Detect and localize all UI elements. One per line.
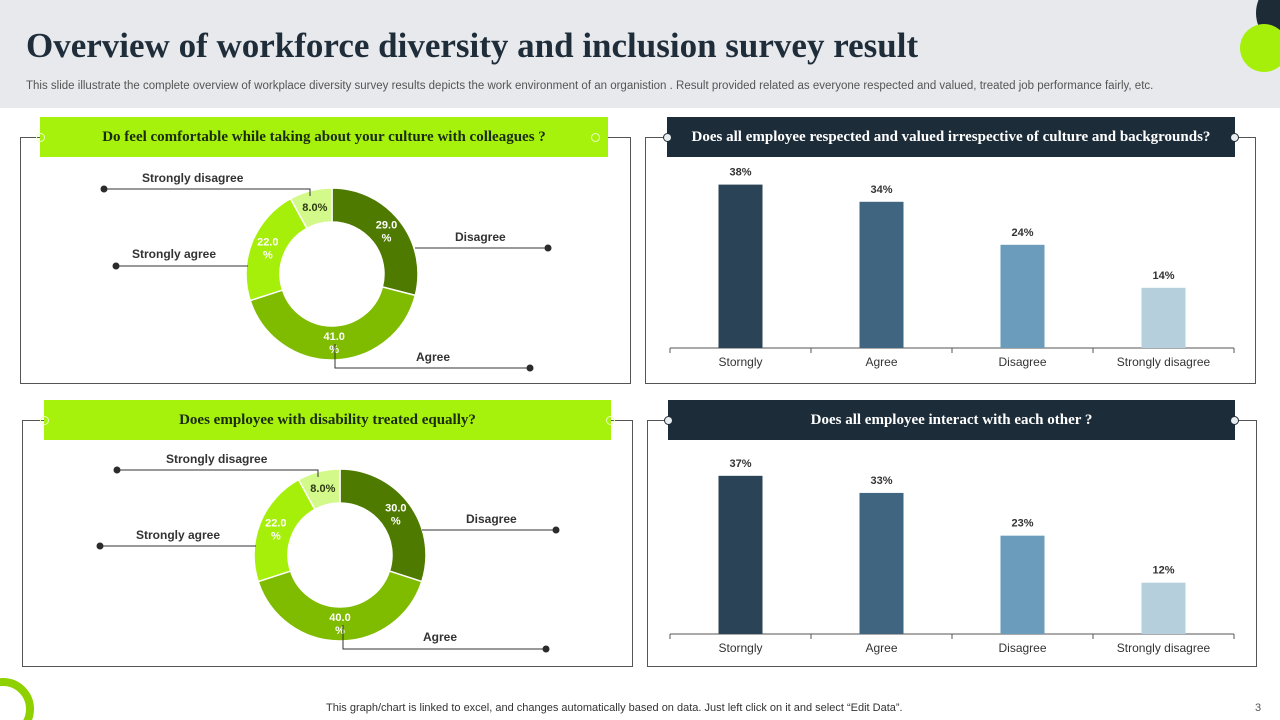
banner-dot-icon (1230, 415, 1239, 425)
leader-dot-icon (96, 542, 104, 550)
bar-data-label: 24% (1011, 227, 1033, 239)
donut-value-label: 41.0 (323, 331, 344, 343)
donut-slice-disagree[interactable] (331, 187, 419, 297)
donut-value-label: 40.0 (329, 612, 350, 624)
donut-value-label: 22.0 (265, 518, 286, 530)
leader-dot-icon (542, 645, 550, 653)
banner-dot-icon (1230, 132, 1239, 142)
donut-value-label: % (329, 344, 339, 356)
bar-data-label: 12% (1152, 565, 1174, 577)
bar-storngly[interactable] (718, 475, 763, 634)
chart-4-banner: Does all employee interact with each oth… (664, 400, 1239, 440)
bar-data-label: 37% (729, 458, 751, 470)
leader-dot-icon (544, 244, 552, 252)
bar-agree[interactable] (859, 492, 904, 634)
donut-category-label: Disagree (455, 230, 506, 244)
leader-line (104, 188, 311, 196)
bar-data-label: 14% (1152, 270, 1174, 282)
donut-category-label: Agree (423, 630, 457, 644)
banner-dot-icon (663, 132, 672, 142)
chart-2-title: Does all employee respected and valued i… (691, 128, 1211, 145)
leader-line (334, 344, 530, 369)
donut-value-label: 22.0 (257, 237, 278, 249)
donut-chart-2[interactable]: 30.0%40.0%22.0%8.0%DisagreeAgreeStrongly… (0, 0, 640, 700)
page-title: Overview of workforce diversity and incl… (26, 26, 919, 65)
chart-3-title: Does employee with disability treated eq… (179, 411, 476, 428)
banner-dot-icon (664, 415, 673, 425)
chart-2-banner: Does all employee respected and valued i… (663, 117, 1239, 157)
donut-value-label: % (391, 515, 401, 527)
banner-dot-icon (40, 415, 49, 425)
donut-slice-agree[interactable] (257, 570, 423, 642)
bar-storngly[interactable] (718, 184, 763, 348)
bar-chart-2[interactable]: 37% Storngly 33% Agree 23% Disagree 12% Strongl… (0, 0, 1280, 700)
x-tick-label: Storngly (718, 355, 762, 369)
bar-data-label: 38% (729, 167, 751, 179)
bar-data-label: 33% (870, 475, 892, 487)
x-tick-label: Storngly (718, 641, 762, 655)
chart-1-title: Do feel comfortable while taking about y… (102, 128, 546, 145)
chart-3-banner: Does employee with disability treated eq… (40, 400, 615, 440)
donut-value-label: 8.0% (310, 483, 335, 495)
decorative-circle-green (1240, 24, 1280, 72)
donut-value-label: 29.0 (376, 220, 397, 232)
leader-dot-icon (113, 466, 121, 474)
donut-value-label: 8.0% (302, 202, 327, 214)
bar-disagree[interactable] (1000, 535, 1045, 634)
banner-dot-icon (36, 132, 45, 142)
leader-dot-icon (100, 185, 108, 193)
page-number: 3 (1255, 702, 1262, 714)
x-tick-label: Agree (865, 355, 897, 369)
donut-category-label: Agree (416, 350, 450, 364)
donut-slice-strongly-disagree[interactable] (297, 468, 341, 511)
bar-strongly-disagree[interactable] (1141, 287, 1186, 348)
bar-chart-1[interactable]: 38% Storngly 34% Agree 24% Disagree 14% Strongl… (0, 0, 1280, 400)
leader-dot-icon (552, 526, 560, 534)
decorative-ring (0, 678, 34, 720)
chart-4-title: Does all employee interact with each oth… (810, 411, 1093, 428)
leader-dot-icon (526, 364, 534, 372)
page-subtitle: This slide illustrate the complete overv… (26, 80, 1154, 92)
donut-slice-strongly-disagree[interactable] (289, 187, 333, 230)
x-tick-label: Strongly disagree (1117, 355, 1211, 369)
donut-value-label: % (271, 531, 281, 543)
donut-category-label: Disagree (466, 512, 517, 526)
banner-dot-icon (606, 415, 615, 425)
leader-line (342, 625, 546, 650)
bar-agree[interactable] (859, 201, 904, 348)
donut-chart-1[interactable]: 29.0%41.0%22.0%8.0%DisagreeAgreeStrongly… (0, 0, 640, 400)
donut-category-label: Strongly disagree (142, 171, 244, 185)
leader-dot-icon (112, 262, 120, 270)
x-tick-label: Disagree (998, 641, 1046, 655)
banner-dot-icon (591, 132, 600, 142)
chart-1-banner: Do feel comfortable while taking about y… (36, 117, 608, 157)
donut-value-label: 30.0 (385, 502, 406, 514)
footer-note: This graph/chart is linked to excel, and… (326, 702, 903, 714)
bar-data-label: 23% (1011, 518, 1033, 530)
x-tick-label: Disagree (998, 355, 1046, 369)
donut-value-label: % (335, 625, 345, 637)
donut-value-label: % (382, 233, 392, 245)
x-tick-label: Strongly disagree (1117, 641, 1211, 655)
bar-disagree[interactable] (1000, 244, 1045, 348)
leader-line (117, 469, 319, 477)
donut-value-label: % (263, 250, 273, 262)
bar-strongly-disagree[interactable] (1141, 582, 1186, 634)
bar-data-label: 34% (870, 184, 892, 196)
x-tick-label: Agree (865, 641, 897, 655)
donut-category-label: Strongly disagree (166, 452, 268, 466)
donut-category-label: Strongly agree (132, 247, 216, 261)
header-band: Overview of workforce diversity and incl… (0, 0, 1280, 108)
donut-category-label: Strongly agree (136, 528, 220, 542)
donut-slice-agree[interactable] (249, 286, 417, 361)
